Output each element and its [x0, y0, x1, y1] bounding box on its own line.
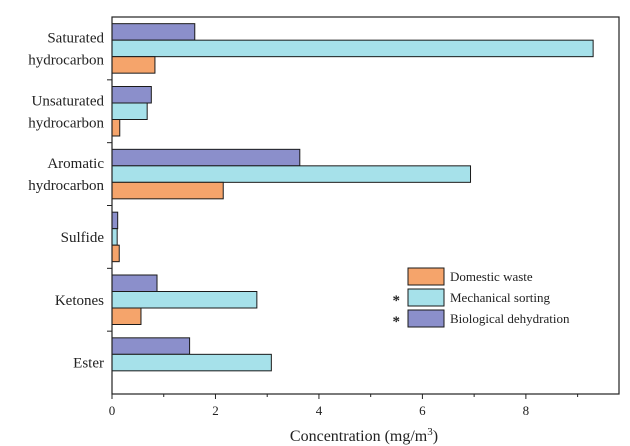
plot-area: Saturated hydrocarbon Unsaturated hydrocarb… [28, 16, 620, 418]
category-label: Saturated [47, 30, 104, 46]
bar-mechanical-sorting [111, 291, 258, 309]
legend: Domestic waste * Mechanical sorting * Biolog… [393, 267, 570, 330]
legend-swatch [407, 309, 445, 328]
x-tick-label: 0 [109, 403, 116, 418]
bar-mechanical-sorting [111, 165, 472, 183]
category-label: hydrocarbon [28, 115, 104, 131]
x-tick-label: 2 [212, 403, 219, 418]
bar-mechanical-sorting [111, 102, 148, 120]
bar-biological-dehydration [111, 23, 196, 41]
legend-label: Mechanical sorting [450, 290, 550, 305]
bar-domestic-waste [111, 181, 224, 200]
bar-domestic-waste [111, 244, 120, 263]
legend-label: Biological dehydration [450, 311, 570, 326]
x-tick-label: 4 [316, 403, 323, 418]
bar-biological-dehydration [111, 211, 119, 230]
category-label: Unsaturated [32, 93, 105, 109]
x-tick-label: 8 [523, 403, 530, 418]
bar-mechanical-sorting [111, 39, 594, 58]
category-label: hydrocarbon [28, 52, 104, 68]
bar-mechanical-sorting [111, 353, 272, 372]
x-tick-label: 6 [419, 403, 426, 418]
significance-marker: * [393, 314, 401, 330]
bar-domestic-waste [111, 56, 156, 74]
bar-mechanical-sorting [111, 228, 118, 246]
x-axis-title-main: Concentration (mg/m [290, 428, 428, 445]
bar-biological-dehydration [111, 148, 301, 167]
bar-domestic-waste [111, 307, 142, 325]
bar-biological-dehydration [111, 337, 191, 355]
bar-domestic-waste [111, 119, 121, 137]
x-axis-title-superscript: 3 [427, 426, 433, 438]
significance-marker: * [393, 293, 401, 309]
category-label: Ketones [55, 293, 104, 309]
axes-frame [111, 16, 620, 395]
x-axis-title: Concentration (mg/m3) [290, 426, 438, 445]
legend-label: Domestic waste [450, 269, 533, 284]
category-label: Sulfide [61, 230, 105, 246]
category-label: hydrocarbon [28, 178, 104, 194]
bar-biological-dehydration [111, 86, 152, 104]
category-label: Aromatic [47, 156, 104, 172]
category-label: Ester [73, 356, 104, 372]
x-axis-title-suffix: ) [433, 428, 438, 445]
legend-swatch [407, 288, 445, 307]
legend-swatch [407, 267, 445, 286]
bar-biological-dehydration [111, 274, 158, 292]
